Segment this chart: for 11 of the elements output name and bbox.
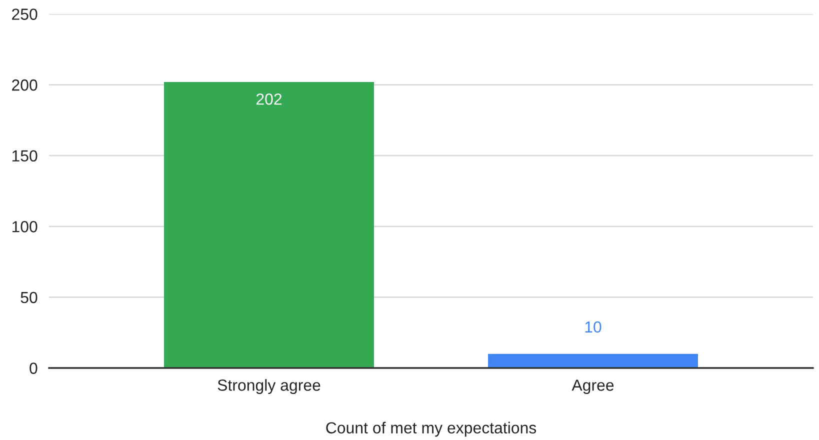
x-tick-label: Strongly agree: [218, 379, 320, 394]
y-tick-label: 0: [30, 362, 38, 374]
y-tick-label: 250: [12, 8, 38, 20]
y-tick-label: 50: [20, 292, 38, 304]
x-tick-label: Agree: [572, 380, 614, 394]
data-label: 202: [256, 94, 282, 105]
y-tick-label: 150: [12, 150, 38, 162]
y-tick-label: 100: [12, 221, 38, 232]
x-axis-title: Count of met my expectations: [326, 422, 536, 437]
data-label: 10: [585, 321, 602, 333]
y-tick-label: 200: [12, 79, 38, 91]
